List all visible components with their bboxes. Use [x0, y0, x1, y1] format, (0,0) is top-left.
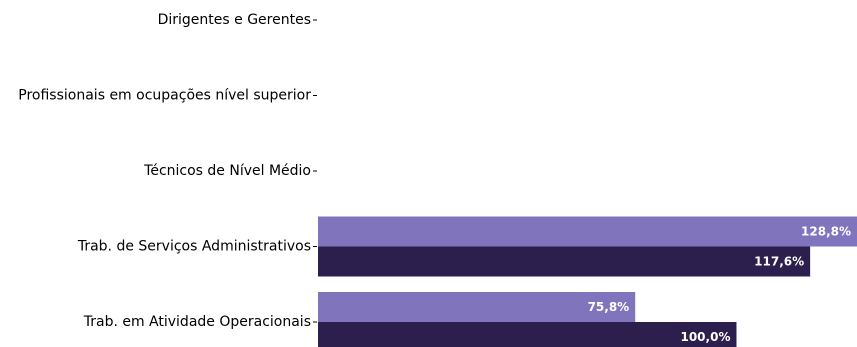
bars	[318, 216, 857, 347]
bar-trab-de-servicos-administrativos-series-1	[318, 216, 857, 247]
bar-trab-de-servicos-administrativos-series-2	[318, 246, 811, 277]
data-label: 75,8%	[588, 300, 630, 314]
y-axis-labels: Dirigentes e Gerentes Profissionais em oc…	[18, 12, 311, 330]
data-labels: 128,8% 117,6% 75,8% 100,0%	[588, 225, 851, 345]
bar-trab-em-atividade-operacionais-series-2	[318, 322, 737, 347]
data-label: 100,0%	[680, 330, 730, 344]
category-label: Profissionais em ocupações nível superio…	[18, 88, 311, 104]
data-label: 128,8%	[801, 225, 851, 239]
category-label: Trab. de Serviços Administrativos	[77, 239, 311, 255]
data-label: 117,6%	[754, 255, 804, 269]
y-axis-ticks	[313, 19, 317, 323]
category-label: Dirigentes e Gerentes	[158, 12, 311, 28]
category-label: Trab. em Atividade Operacionais	[83, 314, 311, 330]
bar-trab-em-atividade-operacionais-series-1	[318, 292, 636, 322]
category-label: Técnicos de Nível Médio	[143, 163, 311, 179]
